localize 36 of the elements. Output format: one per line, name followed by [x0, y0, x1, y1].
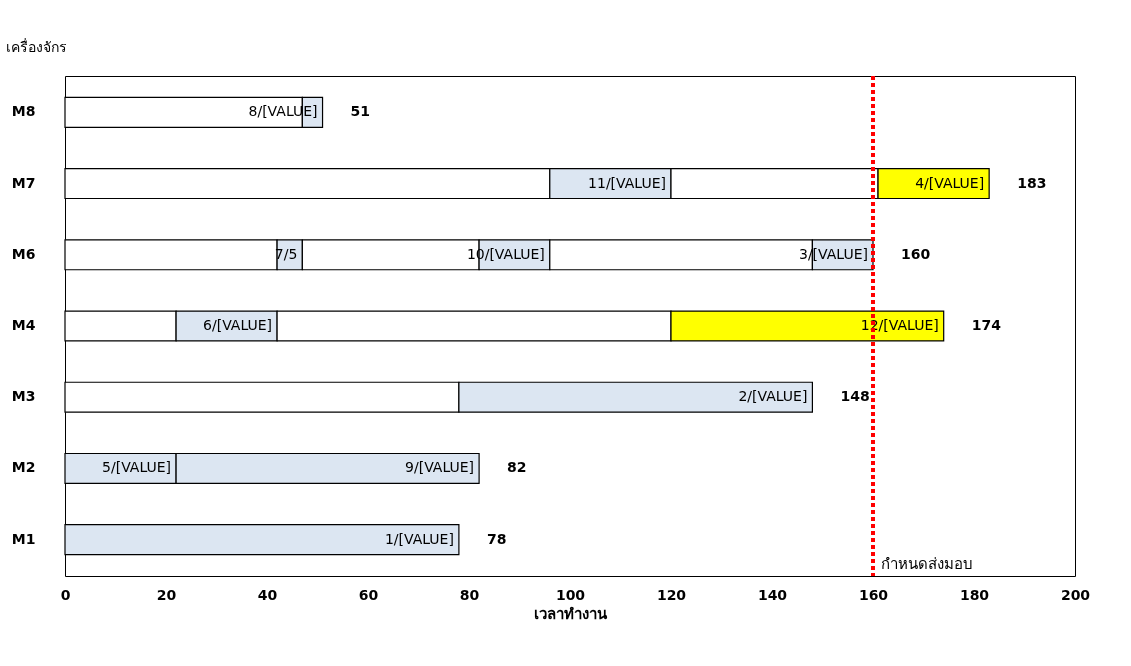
y-axis-title: เครื่องจักร — [5, 37, 67, 55]
annotation: 12/[VALUE] — [860, 317, 939, 333]
x-tick-label: 140 — [757, 586, 788, 603]
ref-line-label: กำหนดส่งมอบ — [881, 555, 973, 573]
annotation: 2/[VALUE] — [738, 388, 808, 405]
x-tick-label: 40 — [257, 586, 278, 603]
total-label: 51 — [350, 103, 371, 120]
y-tick-label: M6 — [11, 245, 36, 262]
x-tick-label: 160 — [858, 586, 889, 603]
x-tick-label: 60 — [358, 586, 379, 603]
x-tick-label: 0 — [60, 586, 71, 603]
annotation: 9/[VALUE] — [405, 459, 475, 476]
total-label: 174 — [971, 317, 1002, 333]
annotation: 11/[VALUE] — [588, 174, 666, 191]
annotation: 4/[VALUE] — [915, 174, 985, 191]
x-tick-label: 20 — [156, 586, 177, 603]
total-label: 160 — [901, 245, 931, 262]
y-tick-label: M2 — [11, 459, 36, 476]
total-label: 82 — [507, 459, 527, 476]
x-axis-title: เวลาทำงาน — [534, 604, 608, 623]
annotation: 5/[VALUE] — [102, 459, 172, 476]
x-tick-label: 120 — [656, 586, 687, 603]
x-tick-label: 100 — [555, 586, 586, 603]
total-label: 148 — [840, 388, 870, 405]
y-tick-label: M7 — [11, 174, 36, 191]
y-tick-label: M3 — [11, 388, 36, 405]
y-tick-label: M1 — [11, 530, 36, 547]
annotation: 1/[VALUE] — [384, 530, 454, 547]
x-tick-label: 180 — [959, 586, 990, 603]
x-tick-label: 200 — [1060, 586, 1091, 603]
x-tick-label: 80 — [459, 586, 480, 603]
y-tick-label: M4 — [11, 317, 36, 333]
total-label: 183 — [1017, 174, 1047, 191]
y-tick-label: M8 — [11, 103, 36, 120]
total-label: 78 — [486, 530, 507, 547]
annotation: 6/[VALUE] — [203, 317, 273, 333]
